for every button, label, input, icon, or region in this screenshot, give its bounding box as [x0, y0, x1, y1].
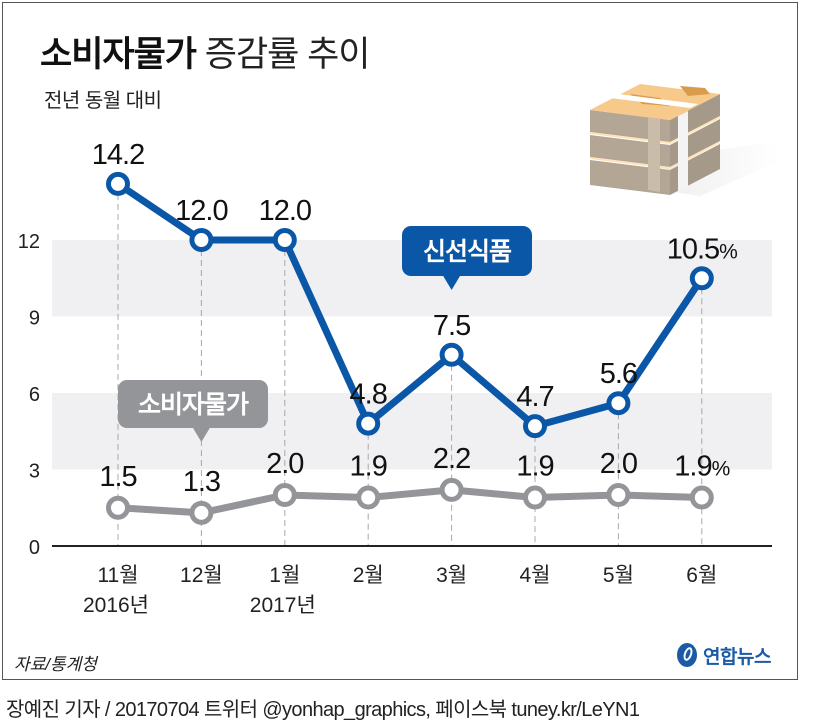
y-tick-label: 9 [29, 308, 40, 330]
x-tick-label: 11월 [97, 564, 138, 587]
chart-title: 소비자물가 증감률 추이 [40, 26, 371, 77]
data-point [189, 500, 214, 525]
data-point [689, 485, 714, 510]
data-point [439, 342, 464, 367]
money-stack-icon [589, 84, 780, 196]
data-label: 4.7 [516, 381, 553, 413]
yonhap-logo-icon [677, 643, 697, 667]
x-tick-label: 6월 [686, 564, 717, 587]
data-label: 4.8 [350, 379, 387, 411]
data-label: 12.0 [175, 195, 227, 227]
data-point [189, 228, 214, 252]
data-point [272, 228, 297, 252]
chart-subtitle: 전년 동월 대비 [44, 90, 162, 112]
data-point [523, 485, 547, 510]
data-point [106, 171, 130, 196]
data-label: 2.0 [266, 448, 303, 480]
data-label: 10.5% [667, 233, 737, 265]
data-point [106, 495, 130, 520]
data-label: 1.5 [99, 461, 136, 493]
legend-cpi-pointer [192, 427, 211, 442]
data-label: 2.0 [600, 448, 637, 480]
data-point [272, 483, 297, 507]
data-point [606, 483, 631, 507]
data-point [356, 411, 381, 436]
x-tick-label: 12월 [180, 564, 223, 587]
data-label: 1.3 [183, 466, 220, 498]
legend-fresh-food-bubble [402, 226, 532, 276]
series-line-1 [117, 486, 702, 517]
logo-text: 연합뉴스 [703, 646, 771, 668]
percent-sign: % [712, 458, 730, 481]
x-tick-label: 5월 [603, 564, 634, 587]
data-point [356, 485, 381, 510]
legend-fresh-food-label: 신선식품 [423, 238, 512, 266]
y-tick-label: 6 [29, 384, 40, 406]
y-tick-label: 3 [29, 461, 40, 483]
y-tick-label: 12 [18, 231, 40, 253]
x-tick-label: 2월 [353, 564, 384, 587]
x-year-label: 2017년 [250, 594, 316, 617]
data-point [606, 391, 631, 416]
y-tick-label: 0 [29, 537, 40, 559]
data-point [689, 266, 714, 291]
x-year-label: 2016년 [83, 594, 149, 617]
data-label: 2.2 [433, 443, 470, 475]
data-label: 7.5 [433, 310, 470, 342]
credit-line: 장예진 기자 / 20170704 트위터 @yonhap_graphics, … [6, 699, 640, 721]
data-point [439, 477, 464, 502]
title-light: 증감률 추이 [204, 35, 371, 74]
title-bold: 소비자물가 [40, 35, 197, 74]
x-tick-label: 3월 [436, 564, 467, 587]
x-tick-label: 4월 [520, 564, 551, 587]
source-label: 자료/통계청 [14, 655, 97, 674]
data-point [523, 414, 547, 439]
data-label: 1.9 [516, 451, 553, 483]
legend-cpi-label: 소비자물가 [138, 391, 249, 419]
data-label: 12.0 [259, 195, 311, 227]
data-label: 14.2 [92, 139, 144, 171]
yonhap-logo: 연합뉴스 [675, 640, 771, 670]
percent-sign: % [719, 240, 737, 263]
line-chart: 0 3 6 9 12 11월 12월 1월 2월 3월 4월 5월 6월 2016년 2017년 14.2 12… [18, 139, 772, 617]
data-label: 5.6 [600, 358, 637, 390]
series-line-0 [116, 180, 705, 430]
legend-fresh-food-pointer [442, 275, 461, 290]
x-tick-label: 1월 [269, 564, 300, 587]
legend-cpi-bubble [118, 380, 268, 428]
data-label: 1.9 [350, 451, 387, 483]
